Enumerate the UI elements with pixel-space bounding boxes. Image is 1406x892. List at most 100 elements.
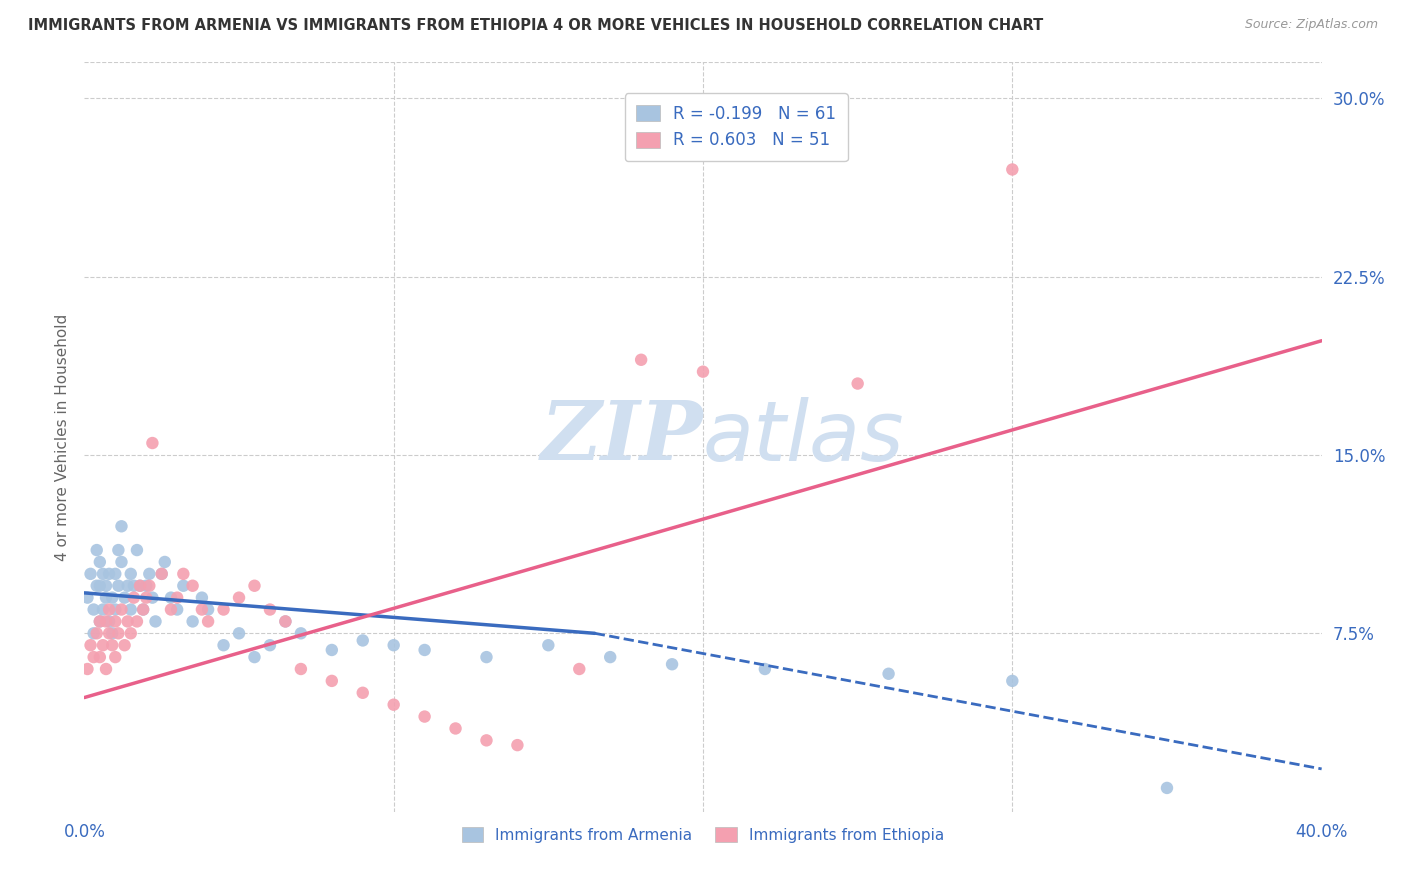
Point <box>413 709 436 723</box>
Point <box>846 376 869 391</box>
Point <box>352 686 374 700</box>
Point <box>228 626 250 640</box>
Point <box>692 365 714 379</box>
Point <box>172 579 194 593</box>
Point <box>125 615 148 629</box>
Point <box>382 638 405 652</box>
Point <box>259 638 281 652</box>
Text: atlas: atlas <box>703 397 904 477</box>
Point <box>212 602 235 616</box>
Point <box>122 579 145 593</box>
Point <box>212 638 235 652</box>
Point <box>86 626 108 640</box>
Point <box>537 638 560 652</box>
Point <box>132 602 155 616</box>
Point <box>1001 162 1024 177</box>
Point <box>120 566 142 581</box>
Point <box>197 615 219 629</box>
Point <box>413 643 436 657</box>
Point <box>475 733 498 747</box>
Point <box>160 602 183 616</box>
Point <box>79 638 101 652</box>
Point <box>86 579 108 593</box>
Point <box>114 591 136 605</box>
Point <box>125 543 148 558</box>
Point <box>117 615 139 629</box>
Point <box>120 602 142 616</box>
Point <box>129 579 152 593</box>
Point <box>150 566 173 581</box>
Point <box>104 650 127 665</box>
Point <box>114 638 136 652</box>
Point <box>101 591 124 605</box>
Text: ZIP: ZIP <box>540 397 703 477</box>
Point <box>89 579 111 593</box>
Point <box>110 602 132 616</box>
Y-axis label: 4 or more Vehicles in Household: 4 or more Vehicles in Household <box>55 313 70 561</box>
Point <box>321 643 343 657</box>
Point <box>89 615 111 629</box>
Point <box>98 602 121 616</box>
Point <box>129 579 152 593</box>
Point <box>141 591 163 605</box>
Point <box>1156 780 1178 795</box>
Point <box>110 519 132 533</box>
Point <box>877 666 900 681</box>
Point <box>191 591 214 605</box>
Point <box>135 579 157 593</box>
Point <box>181 579 204 593</box>
Point <box>86 543 108 558</box>
Point <box>91 638 114 652</box>
Point <box>274 615 297 629</box>
Point <box>98 566 121 581</box>
Point <box>444 722 467 736</box>
Point <box>181 615 204 629</box>
Point <box>290 662 312 676</box>
Point <box>83 626 105 640</box>
Point <box>91 566 114 581</box>
Point <box>89 555 111 569</box>
Point <box>166 591 188 605</box>
Point <box>321 673 343 688</box>
Point <box>107 626 129 640</box>
Point <box>630 352 652 367</box>
Point <box>138 566 160 581</box>
Point <box>91 602 114 616</box>
Point <box>107 543 129 558</box>
Point <box>122 591 145 605</box>
Text: IMMIGRANTS FROM ARMENIA VS IMMIGRANTS FROM ETHIOPIA 4 OR MORE VEHICLES IN HOUSEH: IMMIGRANTS FROM ARMENIA VS IMMIGRANTS FR… <box>28 18 1043 33</box>
Point <box>83 602 105 616</box>
Point <box>94 579 117 593</box>
Point <box>132 602 155 616</box>
Point <box>506 738 529 752</box>
Point <box>568 662 591 676</box>
Point <box>191 602 214 616</box>
Point <box>153 555 176 569</box>
Point <box>754 662 776 676</box>
Point <box>382 698 405 712</box>
Point <box>243 579 266 593</box>
Point <box>160 591 183 605</box>
Point <box>599 650 621 665</box>
Point <box>166 602 188 616</box>
Point <box>76 662 98 676</box>
Point <box>101 638 124 652</box>
Point <box>117 579 139 593</box>
Point <box>135 591 157 605</box>
Point <box>83 650 105 665</box>
Point <box>145 615 167 629</box>
Point <box>94 591 117 605</box>
Point <box>138 579 160 593</box>
Point <box>475 650 498 665</box>
Point <box>352 633 374 648</box>
Point <box>120 626 142 640</box>
Point <box>98 615 121 629</box>
Point <box>141 436 163 450</box>
Point <box>76 591 98 605</box>
Point <box>150 566 173 581</box>
Legend: Immigrants from Armenia, Immigrants from Ethiopia: Immigrants from Armenia, Immigrants from… <box>456 822 950 849</box>
Point <box>243 650 266 665</box>
Point <box>79 566 101 581</box>
Point <box>98 626 121 640</box>
Point <box>259 602 281 616</box>
